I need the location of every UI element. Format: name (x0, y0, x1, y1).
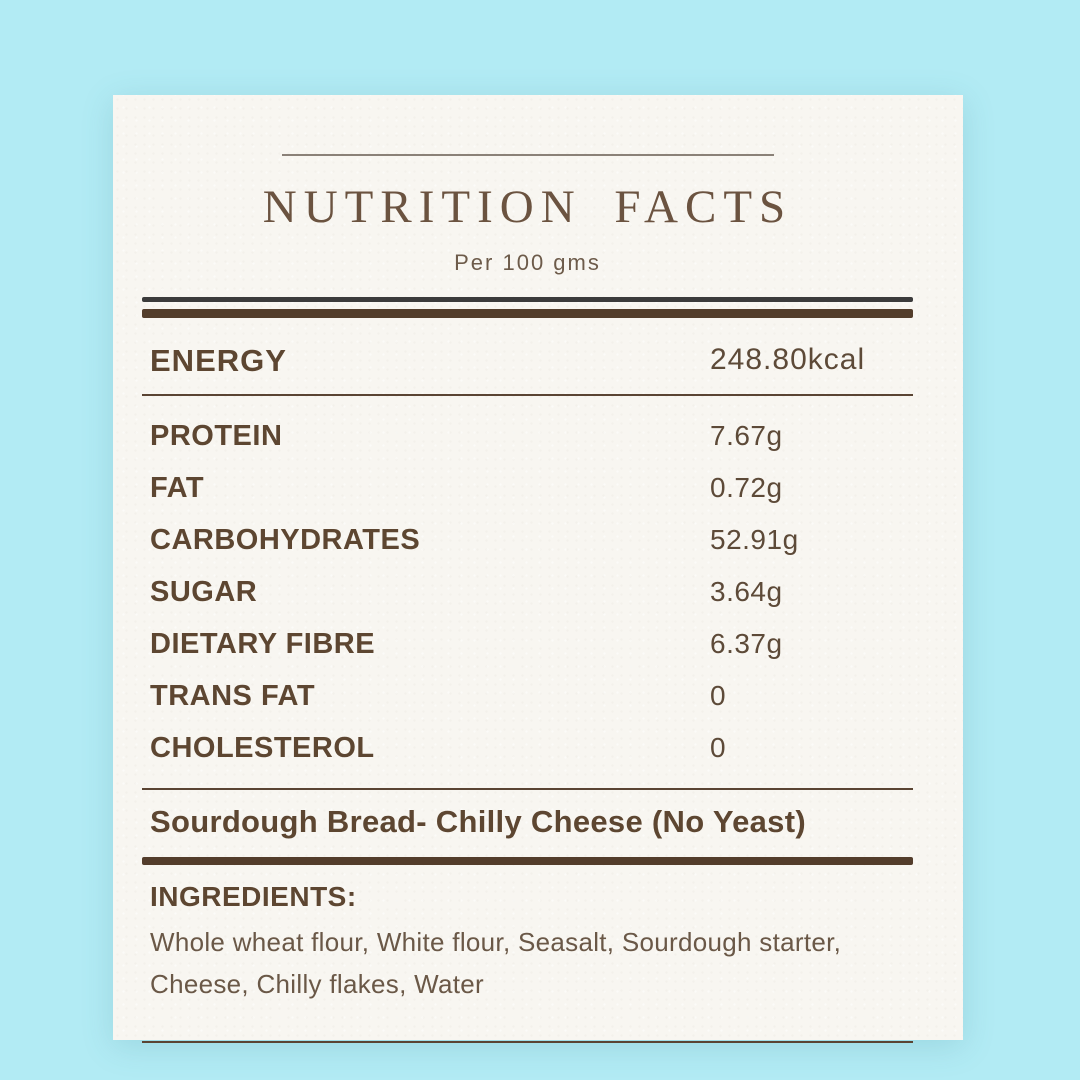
nutrient-label: PROTEIN (150, 419, 283, 452)
serving-subtitle: Per 100 gms (454, 250, 601, 275)
page-title: NUTRITION FACTS (262, 181, 793, 233)
nutrient-value: 52.91g (710, 524, 799, 555)
rule-below-product (142, 857, 913, 865)
nutrient-row-sugar: SUGAR 3.64g (142, 566, 913, 618)
nutrient-label: TRANS FAT (150, 679, 316, 712)
nutrient-label: SUGAR (150, 575, 258, 608)
nutrient-value: 0 (710, 680, 727, 711)
ingredients-heading: INGREDIENTS: (150, 881, 357, 912)
rule-under-energy (142, 394, 913, 396)
nutrient-row-dietary-fibre: DIETARY FIBRE 6.37g (142, 618, 913, 670)
label-content: NUTRITION FACTS Per 100 gms ENERGY 248.8… (142, 154, 913, 1043)
energy-row: ENERGY 248.80kcal (142, 318, 913, 388)
product-name: Sourdough Bread- Chilly Cheese (No Yeast… (150, 804, 806, 839)
nutrient-label: CARBOHYDRATES (150, 523, 421, 556)
nutrient-label: DIETARY FIBRE (150, 627, 376, 660)
rule-above-product (142, 788, 913, 790)
nutrient-value: 6.37g (710, 628, 783, 659)
nutrient-row-protein: PROTEIN 7.67g (142, 410, 913, 462)
nutrient-value: 3.64g (710, 576, 783, 607)
nutrient-row-cholesterol: CHOLESTEROL 0 (142, 722, 913, 774)
nutrition-label-card: NUTRITION FACTS Per 100 gms ENERGY 248.8… (113, 95, 963, 1043)
rule-bottom (142, 1041, 913, 1043)
nutrient-rows: PROTEIN 7.67g FAT 0.72g CARBOHYDRATES 52… (142, 410, 913, 774)
energy-label: ENERGY (150, 343, 287, 378)
rule-dark (142, 297, 913, 302)
nutrient-row-carbohydrates: CARBOHYDRATES 52.91g (142, 514, 913, 566)
nutrient-value: 7.67g (710, 420, 783, 451)
nutrient-row-fat: FAT 0.72g (142, 462, 913, 514)
nutrient-value: 0.72g (710, 472, 783, 503)
nutrient-value: 0 (710, 732, 727, 763)
nutrient-label: CHOLESTEROL (150, 731, 375, 764)
nutrient-label: FAT (150, 471, 205, 504)
nutrient-row-trans-fat: TRANS FAT 0 (142, 670, 913, 722)
title-divider-line (281, 154, 774, 156)
energy-value: 248.80kcal (710, 343, 866, 376)
rule-brown-thick (142, 309, 913, 318)
ingredients-list: Whole wheat flour, White flour, Seasalt,… (150, 927, 842, 999)
